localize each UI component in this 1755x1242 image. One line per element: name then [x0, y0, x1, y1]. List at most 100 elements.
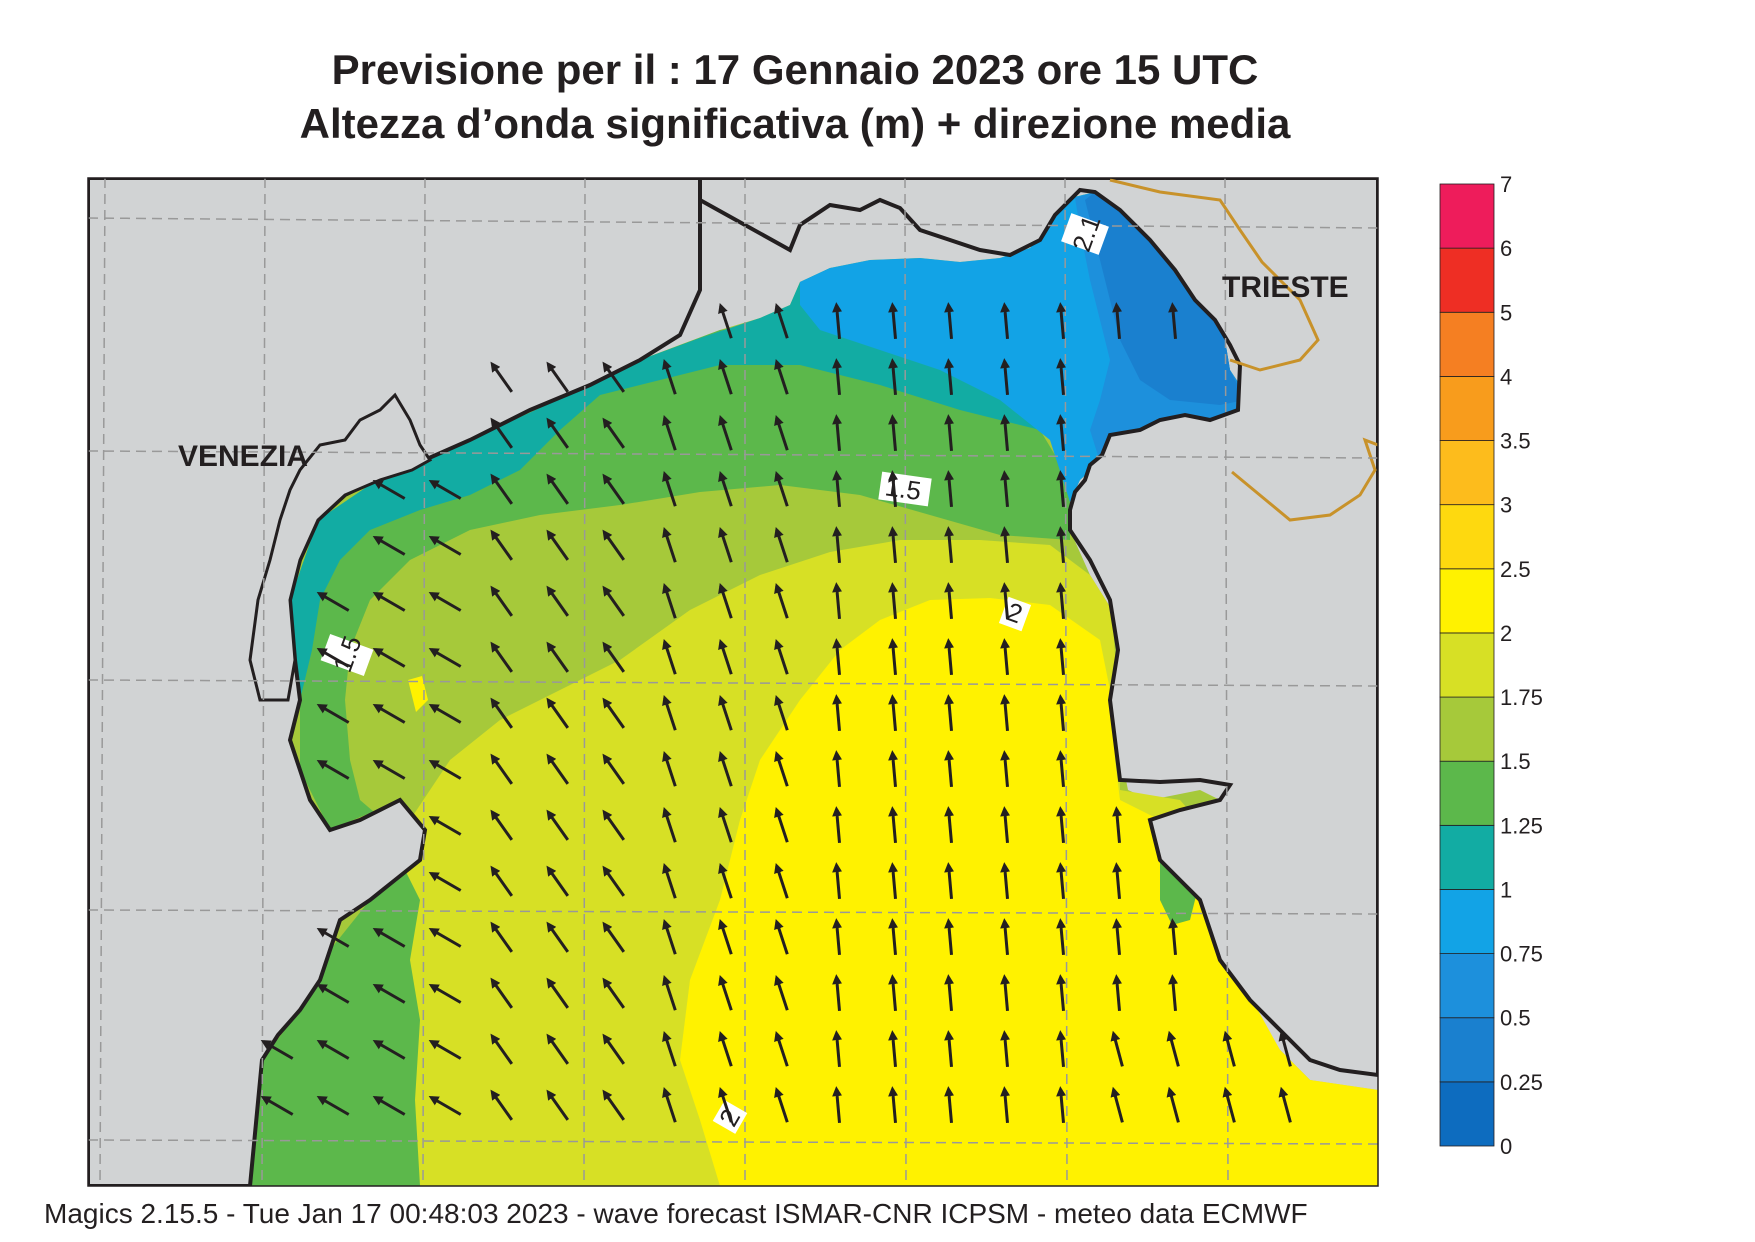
- direction-arrow: [1056, 582, 1067, 620]
- direction-arrow: [1166, 1030, 1180, 1067]
- legend-level-label: 0.75: [1500, 942, 1543, 967]
- direction-arrow: [718, 694, 733, 731]
- direction-arrow: [602, 921, 626, 953]
- direction-arrow: [1000, 750, 1011, 788]
- direction-arrow: [832, 862, 843, 900]
- direction-arrow: [546, 1089, 570, 1121]
- direction-arrow: [944, 1086, 955, 1124]
- direction-arrow: [1000, 918, 1011, 956]
- direction-arrow: [888, 470, 899, 508]
- direction-arrow: [490, 921, 514, 953]
- direction-arrow: [774, 862, 789, 899]
- direction-arrow: [1000, 1030, 1011, 1068]
- direction-arrow: [602, 753, 626, 785]
- direction-arrow: [774, 358, 789, 395]
- direction-arrow: [662, 694, 677, 731]
- direction-arrow: [662, 750, 677, 787]
- direction-arrow: [662, 470, 677, 507]
- direction-arrow: [662, 806, 677, 843]
- direction-arrow: [1110, 1030, 1124, 1067]
- direction-arrow: [546, 361, 570, 393]
- direction-arrow: [774, 414, 789, 451]
- direction-arrow: [490, 809, 514, 841]
- direction-arrow: [774, 694, 789, 731]
- direction-arrow: [316, 983, 350, 1004]
- direction-arrow: [1000, 470, 1011, 508]
- map-area: 1.5 1.5 2 2 2.1 VENEZIA TRIESTE: [88, 178, 1378, 1186]
- band-1.25-1.5: [250, 320, 1070, 1186]
- direction-arrow: [316, 703, 350, 724]
- direction-arrow: [372, 703, 406, 724]
- direction-arrow: [662, 1086, 677, 1123]
- band-1-1.25: [290, 265, 1080, 700]
- direction-arrow: [832, 974, 843, 1012]
- direction-arrow: [546, 865, 570, 897]
- legend-swatch: [1439, 183, 1495, 249]
- direction-arrow: [372, 927, 406, 948]
- direction-arrow: [1056, 974, 1067, 1012]
- direction-arrow: [774, 918, 789, 955]
- direction-arrow: [888, 1030, 899, 1068]
- direction-arrow: [1278, 1030, 1292, 1067]
- direction-arrow: [428, 871, 462, 892]
- variable-title: Altezza d’onda significativa (m) + direz…: [299, 100, 1291, 147]
- direction-arrow: [662, 1030, 677, 1067]
- direction-arrow: [774, 1086, 789, 1123]
- direction-arrow: [490, 977, 514, 1009]
- direction-arrow: [888, 974, 899, 1012]
- direction-arrow: [546, 641, 570, 673]
- direction-arrow: [1000, 358, 1011, 396]
- legend-swatch: [1439, 1081, 1495, 1147]
- direction-arrow: [718, 582, 733, 619]
- direction-arrow: [260, 1039, 294, 1060]
- direction-arrow: [1000, 974, 1011, 1012]
- direction-arrow: [1000, 862, 1011, 900]
- direction-arrow: [490, 641, 514, 673]
- direction-arrow: [944, 750, 955, 788]
- legend-swatch: [1439, 889, 1495, 955]
- direction-arrow: [1056, 1030, 1067, 1068]
- direction-arrow: [1056, 806, 1067, 844]
- direction-arrow: [602, 865, 626, 897]
- legend-swatch: [1439, 375, 1495, 441]
- direction-arrow: [718, 526, 733, 563]
- direction-arrow: [428, 647, 462, 668]
- direction-arrow: [888, 750, 899, 788]
- direction-arrow: [888, 694, 899, 732]
- direction-arrow: [546, 1033, 570, 1065]
- legend-swatch: [1439, 311, 1495, 377]
- direction-arrow: [832, 470, 843, 508]
- direction-arrow: [718, 750, 733, 787]
- direction-arrow: [718, 974, 733, 1011]
- direction-arrow: [662, 414, 677, 451]
- direction-arrow: [1000, 302, 1011, 340]
- direction-arrow: [718, 918, 733, 955]
- legend-level-label: 1: [1500, 877, 1512, 902]
- direction-arrow: [832, 918, 843, 956]
- direction-arrow: [832, 414, 843, 452]
- direction-arrow: [718, 1086, 733, 1123]
- direction-arrow: [832, 750, 843, 788]
- direction-arrow: [944, 862, 955, 900]
- direction-arrow: [774, 582, 789, 619]
- direction-arrow: [1056, 414, 1067, 452]
- direction-arrow: [602, 1089, 626, 1121]
- direction-arrow: [372, 983, 406, 1004]
- direction-arrow: [372, 759, 406, 780]
- direction-arrow: [832, 358, 843, 396]
- direction-arrow: [774, 526, 789, 563]
- direction-arrow: [1000, 806, 1011, 844]
- direction-arrow: [832, 526, 843, 564]
- direction-arrow: [832, 1030, 843, 1068]
- direction-arrow: [718, 1030, 733, 1067]
- direction-arrow: [1056, 526, 1067, 564]
- direction-arrow: [774, 470, 789, 507]
- direction-arrow: [718, 414, 733, 451]
- contour-label: 1.5: [883, 471, 923, 506]
- direction-arrow: [1000, 638, 1011, 676]
- direction-arrow: [602, 361, 626, 393]
- map-frame: [87, 177, 1379, 1187]
- venice-lagoon: [248, 392, 433, 702]
- direction-arrow: [1168, 302, 1179, 340]
- direction-arrow: [490, 417, 514, 449]
